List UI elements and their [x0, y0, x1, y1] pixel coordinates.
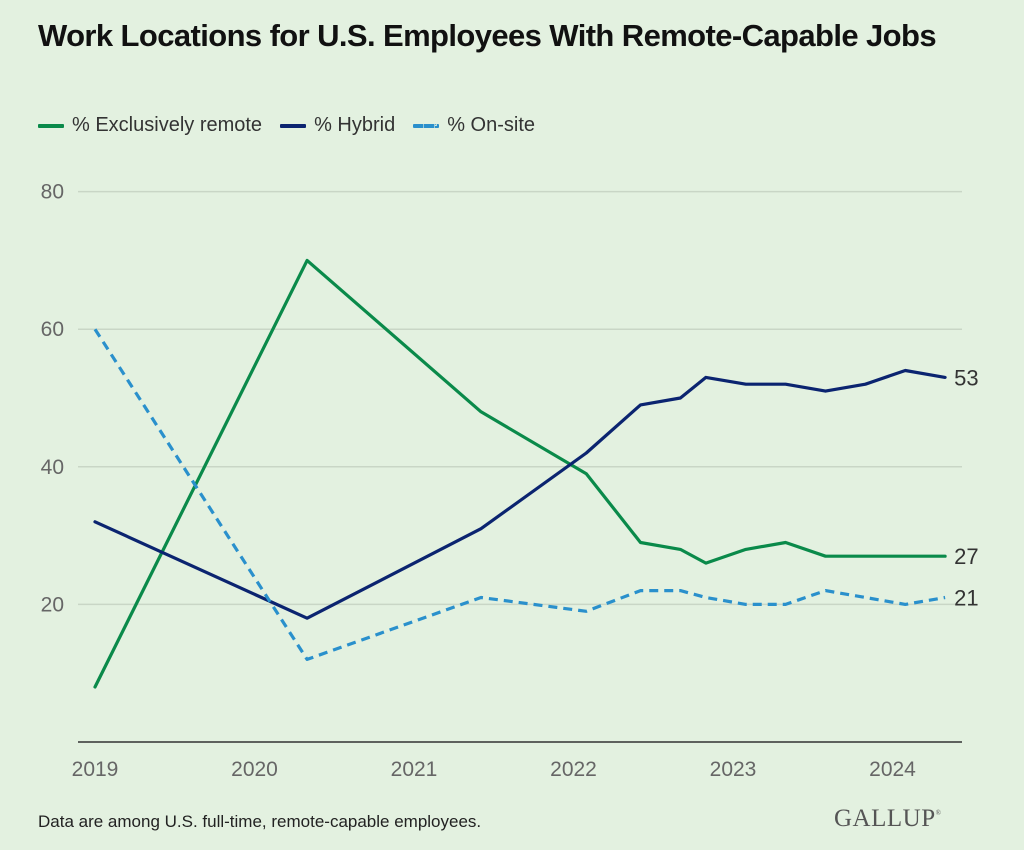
gridlines	[78, 190, 962, 606]
y-tick-label: 60	[41, 318, 64, 341]
end-labels: 27 53 21	[954, 365, 978, 610]
legend-label-hybrid: % Hybrid	[314, 114, 396, 136]
legend-swatch-hybrid	[280, 123, 307, 128]
axes: 20 40 60 80 2019 2020 2021 2022 2023 2024	[41, 181, 962, 781]
legend-item-hybrid: % Hybrid	[280, 114, 395, 137]
registered-mark: ®	[935, 809, 942, 817]
x-tick-label: 2022	[550, 758, 597, 781]
y-tick-label: 20	[41, 593, 64, 616]
series-lines	[93, 258, 947, 689]
gallup-logo: GALLUP®	[834, 805, 941, 833]
series-line-hybrid	[93, 368, 947, 620]
legend-label-onsite: % On-site	[447, 114, 536, 136]
x-tick-label: 2020	[231, 758, 278, 781]
legend-item-onsite: % On-site	[413, 114, 535, 137]
logo-text: GALLUP	[834, 805, 936, 832]
end-label-remote: 27	[954, 544, 978, 569]
x-tick-label: 2024	[869, 758, 916, 781]
y-tick-label: 40	[41, 456, 64, 479]
legend-swatch-remote	[38, 123, 64, 128]
x-tick-label: 2021	[391, 758, 438, 781]
end-label-hybrid: 53	[954, 365, 978, 390]
legend-swatch-onsite	[413, 123, 440, 128]
legend-label-remote: % Exclusively remote	[72, 114, 263, 136]
chart-title: Work Locations for U.S. Employees With R…	[38, 18, 937, 53]
end-label-onsite: 21	[954, 586, 978, 611]
y-tick-label: 80	[41, 181, 64, 204]
x-tick-label: 2023	[710, 758, 757, 781]
footnote: Data are among U.S. full-time, remote-ca…	[38, 812, 482, 831]
series-line-onsite	[93, 328, 946, 662]
legend: % Exclusively remote % Hybrid % On-site	[38, 114, 553, 137]
series-line-remote	[93, 258, 947, 689]
x-tick-label: 2019	[72, 758, 119, 781]
legend-item-remote: % Exclusively remote	[38, 114, 262, 137]
